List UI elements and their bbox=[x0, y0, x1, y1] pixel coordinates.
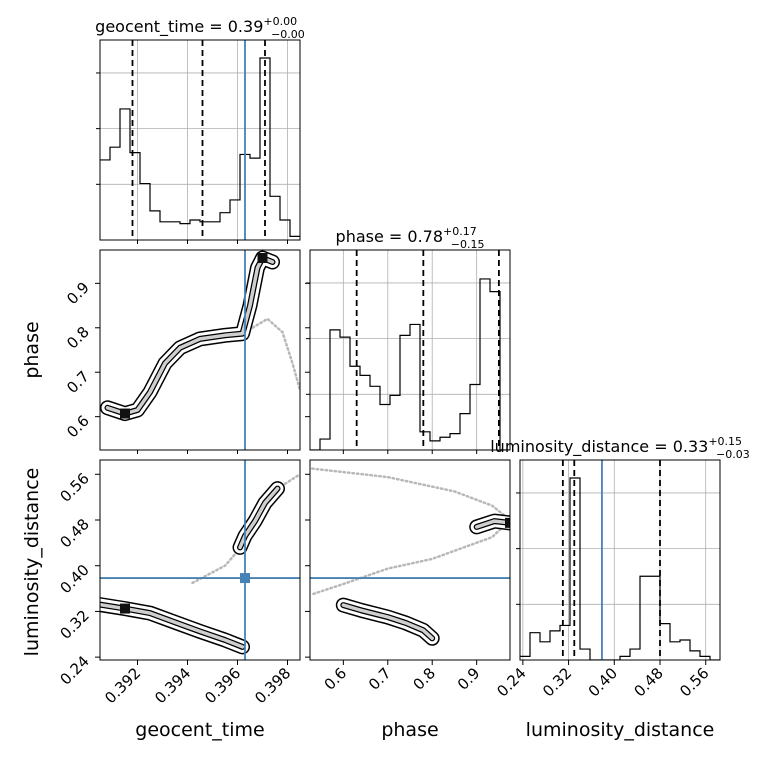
sample-tail-0 bbox=[243, 317, 300, 392]
hist-panel-phase bbox=[310, 250, 510, 450]
density-peak-0-0 bbox=[120, 408, 130, 419]
scatter-panel-geocent-time-vs-phase bbox=[100, 250, 300, 450]
x-axis-label-geocent-time: geocent_time bbox=[135, 719, 264, 741]
panel-frame-phase-vs-distance bbox=[309, 459, 511, 661]
panel-frame-geocent-vs-distance bbox=[99, 459, 301, 661]
contour-core-ridge2-1 bbox=[238, 486, 280, 550]
x-axis-label-luminosity-distance: luminosity_distance bbox=[526, 719, 715, 741]
hist-panel-geocent-time bbox=[100, 40, 300, 240]
contour-core-ridge2-2 bbox=[474, 519, 510, 529]
density-peak-1-0 bbox=[120, 603, 130, 614]
scatter-panel-geocent-time-vs-luminosity-distance bbox=[100, 460, 300, 660]
hist-steps-phase bbox=[310, 278, 510, 450]
panel-frame-phase-hist bbox=[309, 249, 511, 451]
contour-core-ridge-2 bbox=[341, 603, 434, 641]
contour-core-ridge-0 bbox=[105, 256, 275, 416]
panel-frame-geocent-time-hist bbox=[99, 39, 301, 241]
x-axis-label-phase: phase bbox=[381, 719, 438, 741]
title-luminosity-distance: luminosity_distance = 0.33+0.15 −0.03 bbox=[490, 435, 750, 461]
y-axis-label-phase: phase bbox=[21, 321, 43, 378]
hist-steps-luminosity-distance bbox=[520, 477, 720, 660]
scatter-panel-phase-vs-luminosity-distance bbox=[310, 467, 510, 646]
panel-frame-geocent-vs-phase bbox=[99, 249, 301, 451]
title-phase: phase = 0.78+0.17 −0.15 bbox=[336, 225, 485, 251]
panels-content bbox=[96, 40, 720, 660]
y-axis-label-luminosity-distance: luminosity_distance bbox=[21, 468, 43, 657]
density-peak-2-0 bbox=[505, 517, 510, 528]
hist-panel-luminosity-distance bbox=[520, 460, 720, 660]
density-peak-0-1 bbox=[257, 253, 268, 263]
truth-marker-1 bbox=[240, 573, 250, 584]
panel-frame-luminosity-distance-hist bbox=[519, 459, 721, 661]
